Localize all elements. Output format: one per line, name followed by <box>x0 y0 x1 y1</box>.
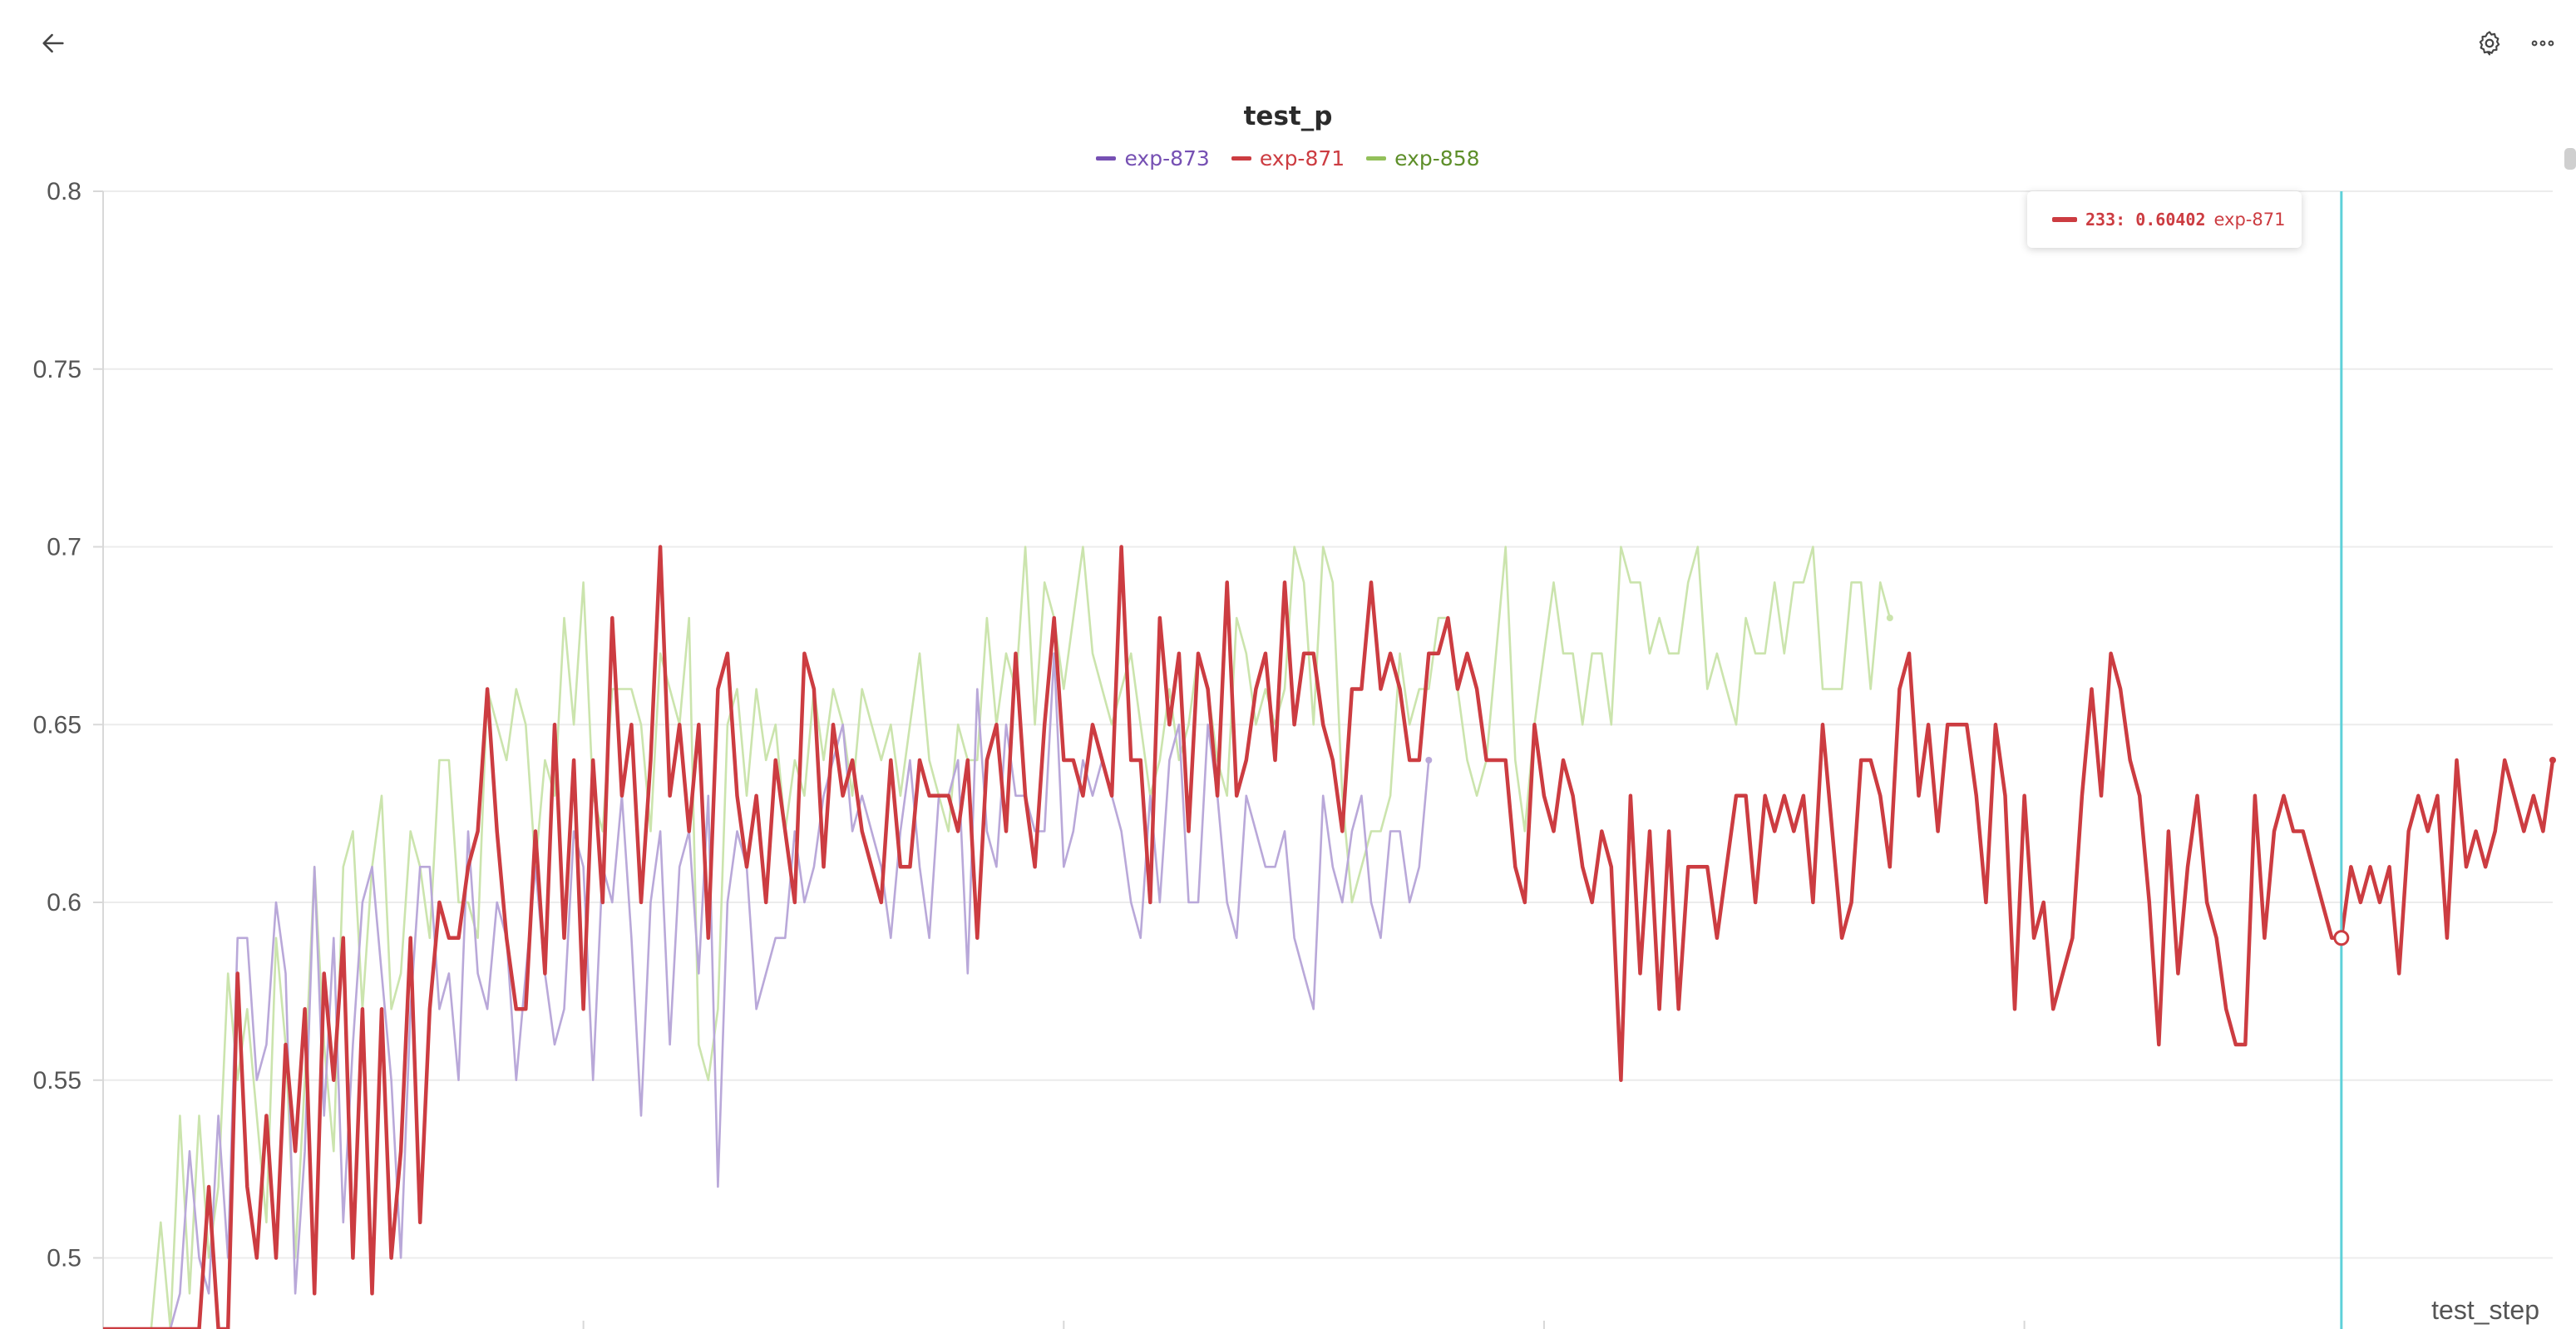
top-bar <box>0 0 2576 91</box>
legend-label: exp-873 <box>1124 146 1210 170</box>
series-end-point-exp-858 <box>1886 615 1893 621</box>
tooltip-series: exp-871 <box>2213 210 2286 230</box>
legend-item-exp-858[interactable]: exp-858 <box>1366 146 1480 170</box>
series-end-point-exp-871 <box>2549 757 2556 763</box>
legend-swatch <box>1231 156 1251 161</box>
legend-label: exp-871 <box>1259 146 1345 170</box>
y-tick-label: 0.7 <box>47 534 81 561</box>
legend-item-exp-871[interactable]: exp-871 <box>1231 146 1345 170</box>
series-line-exp-873 <box>169 652 1430 1329</box>
legend-label: exp-858 <box>1394 146 1480 170</box>
legend-swatch <box>1096 156 1117 161</box>
series-line-exp-871 <box>103 545 2555 1329</box>
series-line-exp-858 <box>150 546 1892 1329</box>
legend-swatch <box>1366 156 1387 161</box>
chart-title: test_p <box>1243 101 1333 131</box>
y-tick-label: 0.55 <box>33 1067 81 1094</box>
scrollbar-handle[interactable] <box>2564 148 2576 170</box>
gear-icon[interactable] <box>2466 20 2513 67</box>
hover-point-marker <box>2333 930 2350 946</box>
arrow-left-icon[interactable] <box>30 20 76 67</box>
y-tick-label: 0.8 <box>47 178 81 205</box>
legend-item-exp-873[interactable]: exp-873 <box>1096 146 1210 170</box>
chart-legend: exp-873 exp-871 exp-858 <box>0 146 2576 170</box>
y-tick-label: 0.5 <box>47 1245 81 1272</box>
x-axis-label: test_step <box>2431 1295 2539 1325</box>
hover-tooltip: 233: 0.60402 exp-871 <box>2027 191 2302 248</box>
y-tick-label: 0.65 <box>33 711 81 739</box>
tooltip-swatch <box>2052 217 2077 222</box>
series-end-point-exp-873 <box>1425 757 1433 763</box>
y-tick-label: 0.75 <box>33 356 81 383</box>
tooltip-value: 233: 0.60402 <box>2085 210 2206 230</box>
more-horizontal-icon[interactable] <box>2519 20 2566 67</box>
y-tick-label: 0.6 <box>47 889 81 916</box>
